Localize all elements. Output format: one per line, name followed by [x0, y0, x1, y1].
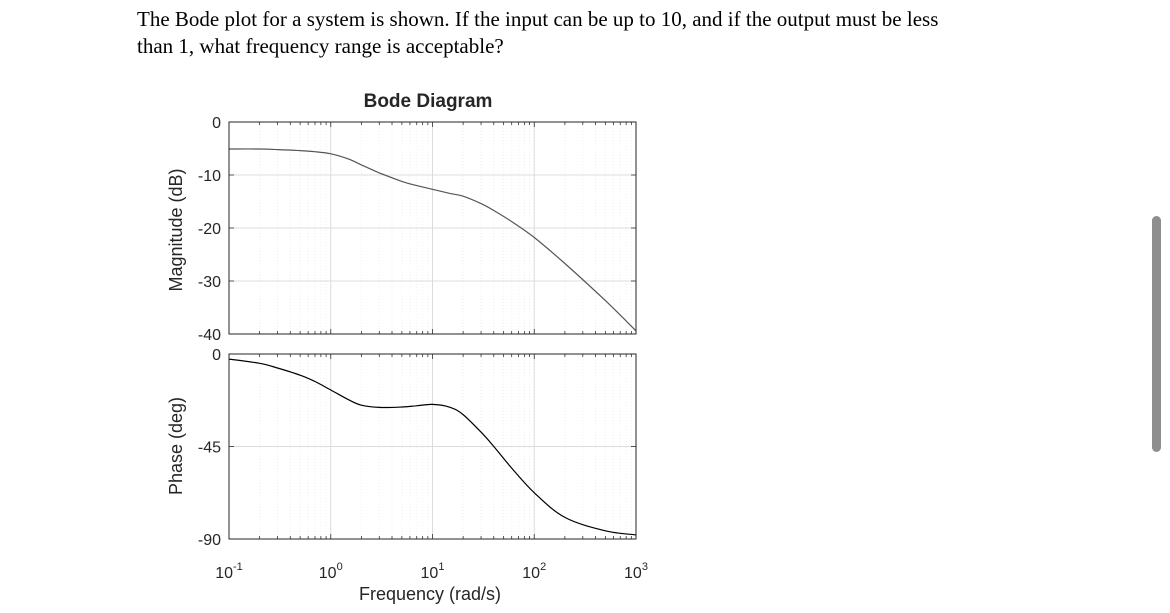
- x-tick-label: 102: [522, 561, 546, 582]
- magnitude-y-tick-label: -20: [198, 221, 221, 238]
- question-line-2: than 1, what frequency range is acceptab…: [137, 34, 504, 58]
- x-axis-label: Frequency (rad/s): [359, 584, 501, 604]
- phase-y-tick-label: -45: [198, 440, 221, 457]
- magnitude-axis-label: Magnitude (dB): [166, 168, 186, 291]
- magnitude-y-tick-label: -30: [198, 274, 221, 291]
- x-tick-label: 103: [624, 561, 648, 582]
- phase-y-tick-label: -90: [198, 532, 221, 549]
- phase-frame: [228, 353, 637, 540]
- phase-panel: 0 -45 -90: [198, 347, 637, 549]
- x-tick-base: 10: [522, 565, 540, 582]
- x-tick-label: 100: [319, 561, 343, 582]
- phase-curve: [228, 358, 637, 536]
- x-tick-exponent: -1: [233, 561, 243, 573]
- x-tick-exponent: 1: [438, 561, 444, 573]
- magnitude-frame: [228, 121, 637, 335]
- magnitude-curve: [228, 148, 637, 332]
- x-tick-base: 10: [624, 565, 642, 582]
- magnitude-panel: 0 -10 -20 -30 -40: [198, 115, 637, 344]
- magnitude-y-tick-label: 0: [212, 115, 221, 132]
- x-tick-base: 10: [421, 565, 439, 582]
- question-line-1: The Bode plot for a system is shown. If …: [137, 7, 939, 31]
- frequency-axis-ticks: 10-1 100 101 102 103: [215, 561, 648, 582]
- chart-title: Bode Diagram: [364, 91, 493, 112]
- x-tick-exponent: 0: [337, 561, 343, 573]
- question-text: The Bode plot for a system is shown. If …: [137, 6, 1057, 60]
- x-tick-exponent: 2: [540, 561, 546, 573]
- vertical-scrollbar[interactable]: [1152, 216, 1161, 452]
- phase-axis-label: Phase (deg): [166, 397, 186, 495]
- phase-y-tick-label: 0: [212, 347, 221, 364]
- magnitude-y-tick-label: -10: [198, 168, 221, 185]
- x-tick-base: 10: [215, 565, 233, 582]
- x-tick-label: 10-1: [215, 561, 243, 582]
- x-tick-exponent: 3: [642, 561, 648, 573]
- x-tick-label: 101: [421, 561, 445, 582]
- x-tick-base: 10: [319, 565, 337, 582]
- magnitude-y-tick-label: -40: [198, 327, 221, 344]
